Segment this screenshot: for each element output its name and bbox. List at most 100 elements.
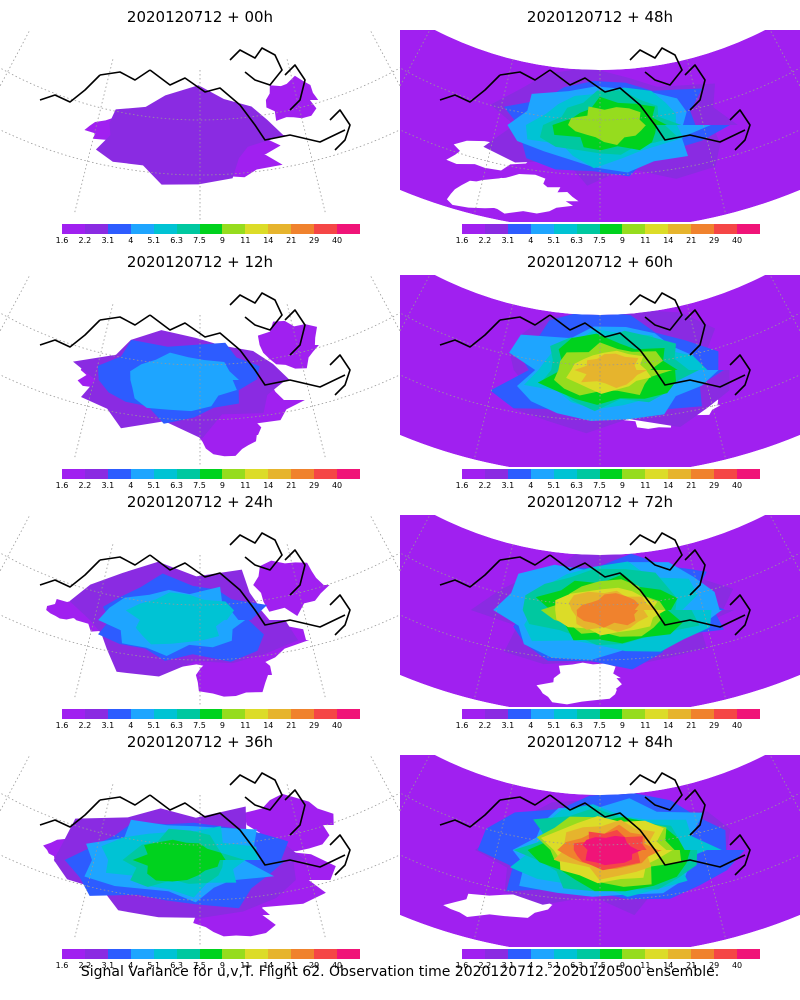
- colorbar-tick-label: 4: [128, 961, 134, 970]
- colorbar-swatch: [668, 949, 692, 959]
- colorbar-tick-label: 21: [286, 961, 297, 970]
- colorbar-swatch: [691, 469, 715, 479]
- colorbar-labels: 1.6 2.2 3.1 4 5.1 6.3 7.5 9 11 14 21 29 40: [454, 481, 766, 493]
- graticule: [0, 515, 400, 707]
- colorbar-tick-label: 9: [619, 236, 625, 245]
- colorbar-tick-label: 5.1: [147, 481, 161, 490]
- colorbar-tick-label: 40: [331, 961, 343, 970]
- panel-title: 2020120712 + 00h: [126, 8, 274, 26]
- colorbar-tick-label: 29: [309, 721, 320, 730]
- colorbar-tick-label: 3.1: [501, 721, 515, 730]
- map-panel-00h: 2020120712 + 00h 1.6 2.2 3.1 4 5.1 6.3 7.5 9 11 14…: [0, 0, 400, 245]
- panel-title: 2020120712 + 60h: [526, 253, 674, 271]
- colorbar-tick-label: 14: [263, 961, 274, 970]
- variance-area: [197, 417, 262, 457]
- colorbar-tick-label: 29: [309, 481, 320, 490]
- variance-field: [43, 793, 336, 937]
- colorbar-swatch: [576, 949, 600, 959]
- colorbar-tick-label: 1.6: [55, 961, 69, 970]
- colorbar-tick-label: 21: [686, 236, 697, 245]
- colorbar-swatch: [553, 949, 577, 959]
- colorbar-swatch: [291, 469, 315, 479]
- colorbar-tick-label: 1.6: [455, 961, 469, 970]
- colorbar-swatch: [314, 709, 338, 719]
- colorbar-swatch: [176, 709, 200, 719]
- colorbar: [62, 224, 360, 234]
- colorbar-tick-label: 14: [663, 236, 674, 245]
- colorbar-tick-label: 4: [528, 961, 534, 970]
- variance-map: [0, 30, 400, 222]
- colorbar-swatch: [507, 709, 531, 719]
- colorbar-tick-label: 4: [128, 481, 134, 490]
- colorbar-swatch: [176, 949, 200, 959]
- colorbar-swatch: [484, 709, 508, 719]
- colorbar-swatch: [314, 469, 338, 479]
- colorbar-swatch: [599, 949, 623, 959]
- colorbar-tick-label: 6.3: [570, 721, 583, 730]
- colorbar-tick-label: 3.1: [101, 961, 115, 970]
- colorbar-tick-label: 14: [263, 236, 274, 245]
- colorbar-swatch: [130, 949, 154, 959]
- colorbar-tick-label: 7.5: [193, 236, 206, 245]
- colorbar-swatch: [691, 709, 715, 719]
- colorbar-swatch: [462, 949, 485, 959]
- colorbar-tick-label: 7.5: [193, 721, 206, 730]
- colorbar-tick-label: 29: [709, 236, 720, 245]
- colorbar-swatch: [530, 469, 554, 479]
- colorbar-labels: 1.6 2.2 3.1 4 5.1 6.3 7.5 9 11 14 21 29 40: [54, 481, 366, 493]
- colorbar-swatch: [576, 224, 600, 234]
- colorbar-tick-label: 6.3: [170, 236, 183, 245]
- map-panel-84h: 2020120712 + 84h 1.6 2.2 3.1 4 5.1 6.3 7.5 9 11 14…: [400, 725, 800, 970]
- colorbar-tick-label: 2.2: [478, 961, 492, 970]
- colorbar-labels: 1.6 2.2 3.1 4 5.1 6.3 7.5 9 11 14 21 29 40: [54, 961, 366, 973]
- colorbar-swatch: [337, 224, 360, 234]
- colorbar-swatch: [62, 469, 85, 479]
- variance-contour-band: [576, 593, 640, 628]
- colorbar-tick-label: 5.1: [547, 961, 561, 970]
- colorbar-swatch: [268, 709, 292, 719]
- variance-contour-band: [582, 835, 642, 866]
- panel-title: 2020120712 + 12h: [126, 253, 274, 271]
- graticule: [0, 30, 400, 222]
- colorbar-tick-label: 9: [619, 961, 625, 970]
- colorbar-tick-label: 4: [528, 236, 534, 245]
- colorbar-tick-label: 3.1: [101, 721, 115, 730]
- colorbar-swatch: [176, 469, 200, 479]
- colorbar-tick-label: 5.1: [547, 481, 561, 490]
- colorbar-swatch: [337, 469, 360, 479]
- colorbar-swatch: [645, 709, 669, 719]
- colorbar-swatch: [245, 709, 269, 719]
- colorbar-tick-label: 11: [640, 721, 651, 730]
- colorbar-tick-label: 2.2: [78, 481, 92, 490]
- colorbar-swatch: [599, 469, 623, 479]
- coastlines: [439, 47, 751, 151]
- colorbar-tick-label: 21: [686, 721, 697, 730]
- colorbar-swatch: [668, 224, 692, 234]
- colorbar-tick-label: 1.6: [455, 236, 469, 245]
- colorbar-tick-label: 3.1: [501, 236, 515, 245]
- colorbar-swatch: [714, 709, 738, 719]
- variance-contour-band: [568, 106, 646, 145]
- colorbar-tick-label: 6.3: [170, 721, 183, 730]
- colorbar-swatch: [62, 224, 85, 234]
- colorbar-swatch: [714, 949, 738, 959]
- colorbar-swatch: [268, 224, 292, 234]
- colorbar-tick-label: 14: [263, 481, 274, 490]
- colorbar-tick-label: 7.5: [593, 236, 606, 245]
- map-panel-48h: 2020120712 + 48h 1.6 2.2 3.1 4 5.1 6.3 7.5 9 11 14…: [400, 0, 800, 245]
- colorbar-tick-label: 1.6: [55, 236, 69, 245]
- colorbar-tick-label: 21: [286, 236, 297, 245]
- colorbar-swatch: [84, 224, 108, 234]
- colorbar-swatch: [337, 709, 360, 719]
- colorbar: [462, 469, 760, 479]
- colorbar: [62, 469, 360, 479]
- colorbar-tick-label: 40: [331, 481, 343, 490]
- colorbar-swatch: [314, 224, 338, 234]
- colorbar-tick-label: 6.3: [570, 481, 583, 490]
- colorbar-tick-label: 3.1: [501, 961, 515, 970]
- variance-contour-band: [130, 352, 239, 412]
- variance-field: [400, 275, 800, 467]
- colorbar-swatch: [130, 709, 154, 719]
- colorbar-swatch: [153, 469, 177, 479]
- colorbar-tick-label: 40: [731, 236, 743, 245]
